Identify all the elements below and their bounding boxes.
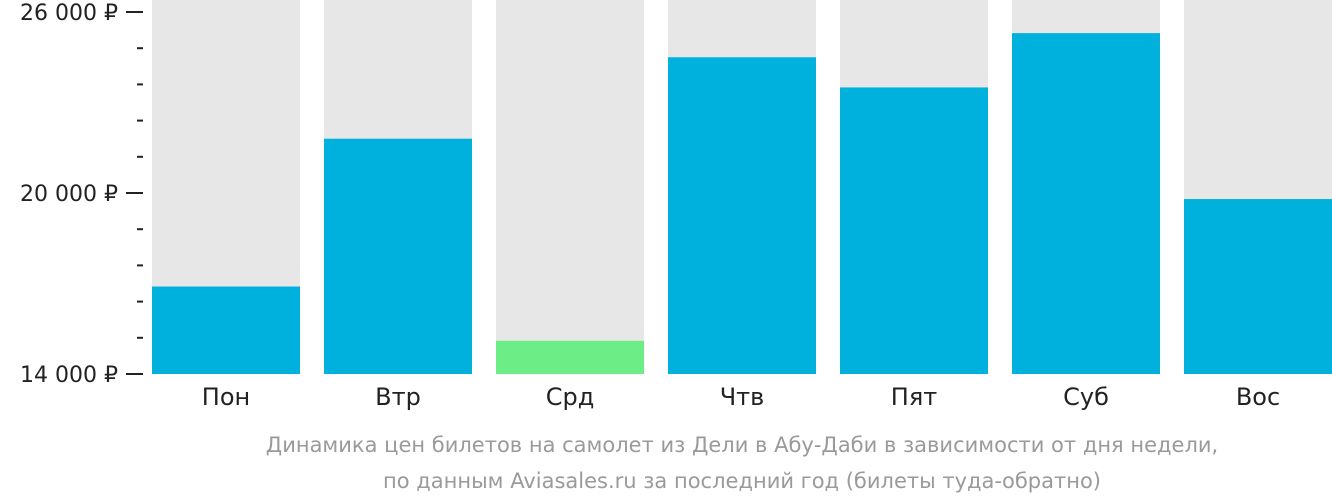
x-tick-label: Вос <box>1236 383 1280 411</box>
bar-2 <box>324 138 472 374</box>
bar-background <box>496 0 644 374</box>
x-tick-label: Пон <box>202 383 250 411</box>
x-tick-label: Втр <box>375 383 421 411</box>
x-tick-label: Чтв <box>720 383 765 411</box>
x-tick-label: Суб <box>1063 383 1109 411</box>
bar-7 <box>1184 199 1332 374</box>
x-axis: Пон Втр Срд Чтв Пят Суб Вос <box>202 383 1280 411</box>
bars-layer <box>152 0 1332 375</box>
y-tick-label: 26 000 ₽ <box>20 1 118 26</box>
chart-caption-line-1: Динамика цен билетов на самолет из Дели … <box>266 433 1218 457</box>
bar-6 <box>1012 33 1160 374</box>
bar-3 <box>496 340 644 374</box>
y-axis: 26 000 ₽ 20 000 ₽ 14 000 ₽ <box>20 1 143 388</box>
x-tick-label: Срд <box>546 383 595 411</box>
bar-1 <box>152 286 300 374</box>
y-tick-label: 14 000 ₽ <box>20 363 118 388</box>
x-tick-label: Пят <box>891 383 937 411</box>
chart-caption-line-2: по данным Aviasales.ru за последний год … <box>383 469 1101 493</box>
y-tick-label: 20 000 ₽ <box>20 182 118 207</box>
bar-5 <box>840 87 988 375</box>
bar-4 <box>668 57 816 374</box>
